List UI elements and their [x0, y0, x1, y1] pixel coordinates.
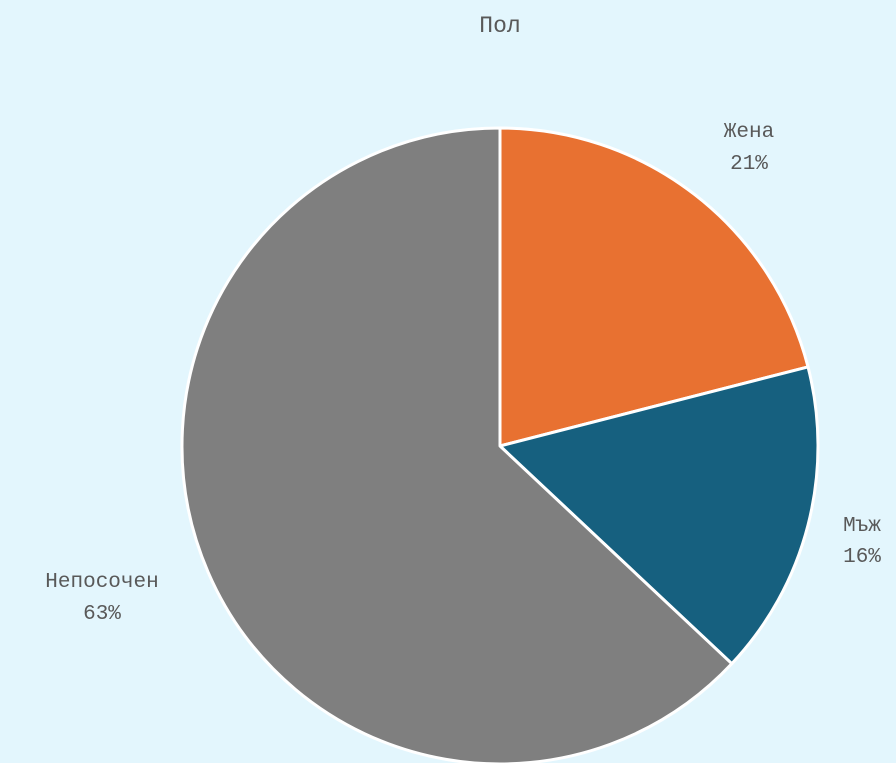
- pie-slice-3: [180, 126, 734, 763]
- pie-slice-2: [498, 365, 820, 666]
- pie-labels: Жена 21% Мъж 16% Непосочен 63%: [45, 121, 881, 626]
- slice-percent-label: 16%: [843, 546, 881, 569]
- slice-percent-label: 63%: [83, 603, 121, 626]
- slice-category-label: Жена: [724, 121, 774, 144]
- pie-slice-1: [498, 126, 810, 448]
- pie-slices: [180, 126, 820, 763]
- slice-category-label: Непосочен: [45, 571, 158, 594]
- slice-percent-label: 21%: [730, 153, 768, 176]
- slice-category-label: Мъж: [843, 515, 881, 538]
- chart-title: Пол: [479, 13, 520, 39]
